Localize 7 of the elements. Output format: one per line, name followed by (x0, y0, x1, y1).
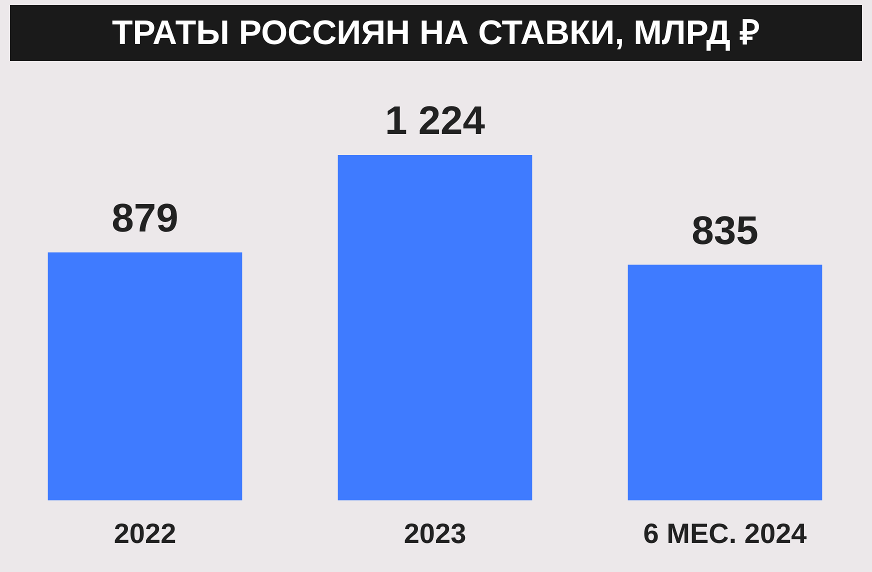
x-tick-label: 2022 (114, 518, 176, 549)
data-label: 835 (692, 208, 758, 253)
x-tick-label: 6 МЕС. 2024 (643, 518, 808, 549)
data-label: 1 224 (384, 99, 486, 144)
chart-title: ТРАТЫ РОССИЯН НА СТАВКИ, МЛРД ₽ (10, 5, 862, 61)
data-label: 879 (112, 196, 178, 240)
x-tick-label: 2023 (404, 518, 466, 549)
